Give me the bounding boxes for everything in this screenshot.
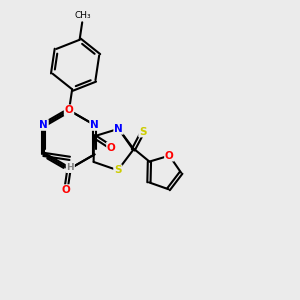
- Text: N: N: [39, 120, 48, 130]
- Text: O: O: [65, 105, 74, 115]
- Text: O: O: [107, 142, 116, 152]
- Text: N: N: [114, 124, 123, 134]
- Text: N: N: [90, 120, 99, 130]
- Text: S: S: [139, 127, 147, 136]
- Text: O: O: [165, 151, 174, 160]
- Text: H: H: [67, 163, 74, 172]
- Text: CH₃: CH₃: [74, 11, 91, 20]
- Text: O: O: [61, 185, 70, 195]
- Text: S: S: [114, 165, 122, 175]
